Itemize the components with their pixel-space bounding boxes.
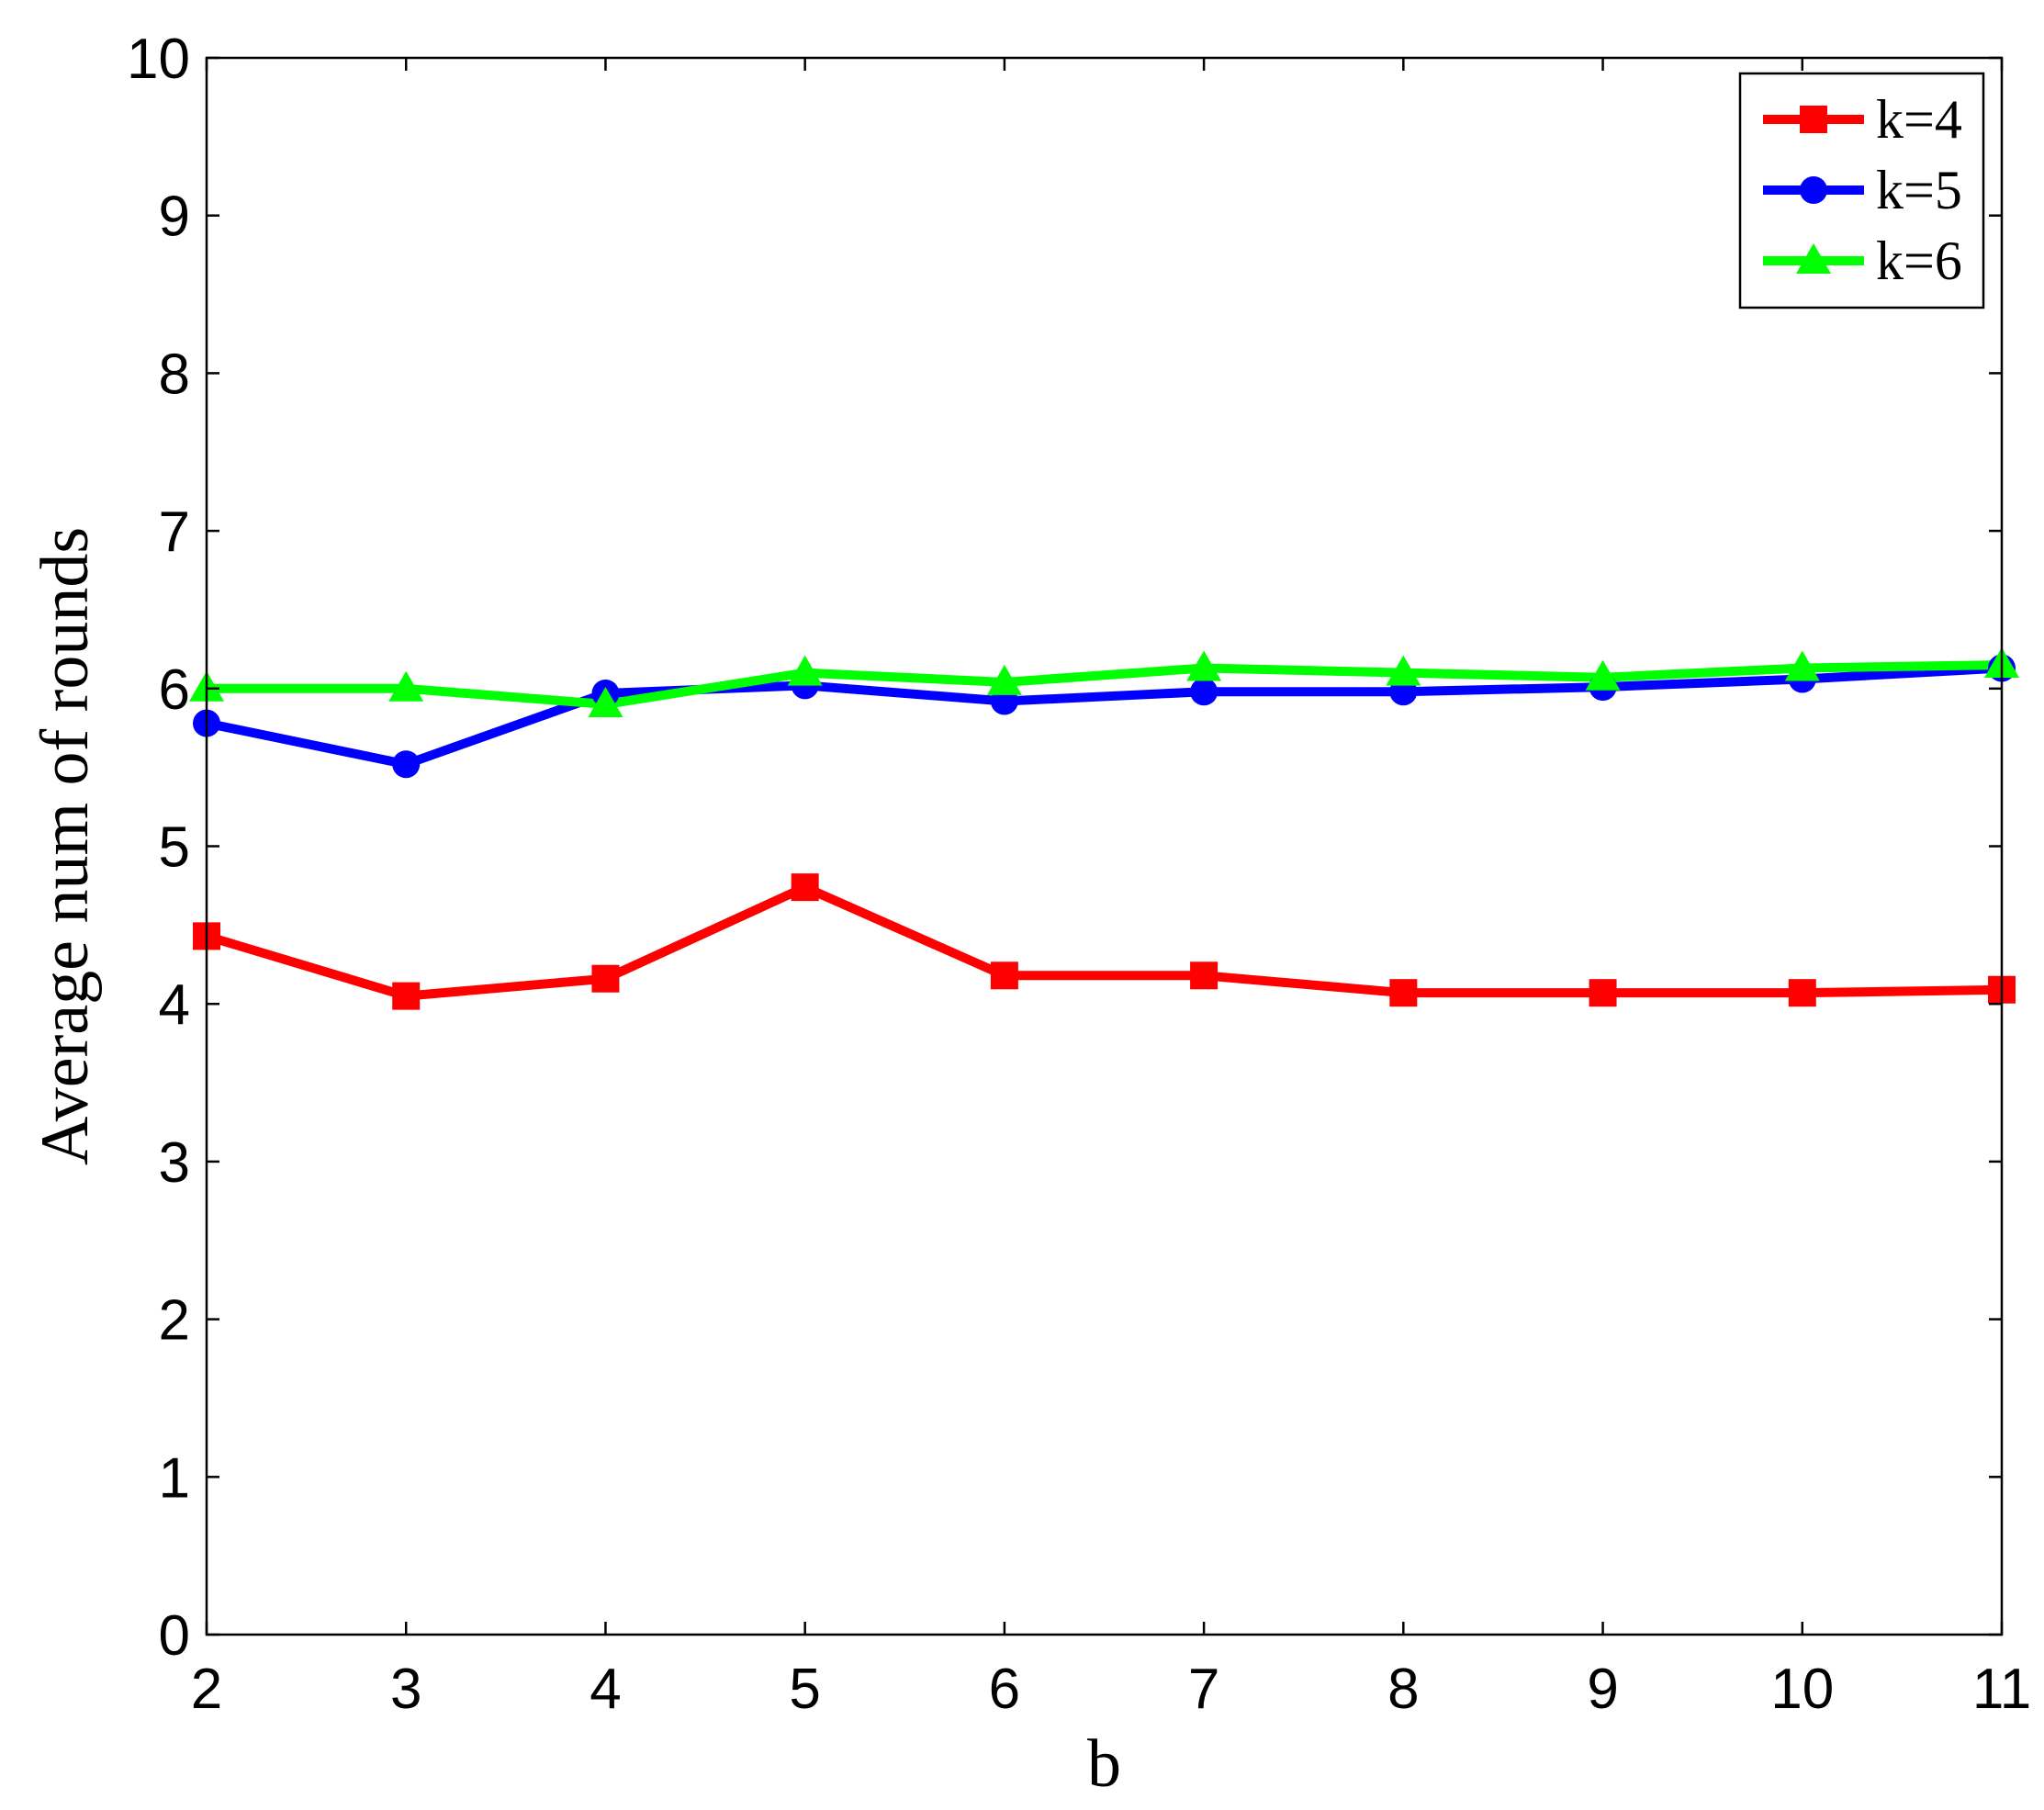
x-tick-label: 10 [1770, 1658, 1834, 1721]
series-line-k6 [202, 660, 2006, 709]
legend-marker-k6 [1796, 243, 1831, 274]
data-point-k5 [392, 750, 421, 779]
x-tick-label: 5 [789, 1658, 820, 1721]
y-tick-label: 7 [159, 500, 190, 564]
y-tick-label: 2 [159, 1289, 190, 1353]
data-point-k6 [1186, 650, 1222, 681]
y-tick-label: 0 [159, 1604, 190, 1668]
x-axis: 2 3 4 5 6 7 8 9 10 11 [191, 58, 2031, 1721]
data-point-k4 [1589, 979, 1617, 1007]
data-point-k4 [990, 961, 1018, 990]
y-tick-label: 4 [159, 973, 190, 1037]
data-point-k6 [1585, 659, 1621, 691]
legend: k=4 k=5 k=6 [1738, 72, 1985, 309]
y-tick-label: 10 [127, 28, 190, 91]
x-axis-title: b [1087, 1726, 1121, 1802]
y-axis: 0 1 2 3 4 5 6 7 8 9 10 [127, 28, 2002, 1668]
y-tick-label: 6 [159, 658, 190, 722]
data-point-k6 [1386, 655, 1421, 686]
x-tick-label: 11 [1972, 1658, 2031, 1721]
data-point-k4 [791, 873, 819, 902]
data-point-k4 [591, 964, 620, 993]
y-tick-label: 5 [159, 816, 190, 880]
legend-marker-k5 [1800, 176, 1827, 204]
data-point-k5 [1190, 678, 1219, 706]
y-tick-label: 1 [159, 1446, 190, 1510]
x-tick-label: 6 [989, 1658, 1020, 1721]
x-tick-label: 3 [390, 1658, 421, 1721]
series-line-k4 [202, 883, 2006, 1001]
x-tick-label: 9 [1587, 1658, 1618, 1721]
data-point-k4 [1190, 961, 1219, 990]
x-tick-label: 4 [590, 1658, 621, 1721]
data-point-k4 [392, 982, 421, 1010]
legend-marker-k4 [1800, 106, 1827, 133]
y-tick-label: 3 [159, 1131, 190, 1195]
data-point-k6 [787, 655, 823, 686]
data-point-k6 [388, 670, 424, 702]
x-tick-label: 8 [1387, 1658, 1419, 1721]
legend-label-k4: k=4 [1876, 89, 1962, 150]
data-point-k6 [1784, 650, 1820, 681]
plot-markers [189, 647, 2019, 1010]
legend-label-k6: k=6 [1876, 230, 1962, 291]
data-point-k6 [588, 686, 623, 717]
plot-lines [202, 660, 2006, 1001]
series-line-k5 [202, 663, 2006, 770]
data-point-k6 [986, 664, 1022, 695]
legend-label-k5: k=5 [1876, 160, 1962, 220]
data-point-k4 [1389, 979, 1418, 1007]
data-point-k4 [1788, 979, 1816, 1007]
x-tick-label: 2 [191, 1658, 222, 1721]
x-tick-label: 7 [1188, 1658, 1219, 1721]
y-axis-title: Average num of rounds [28, 527, 103, 1165]
y-tick-label: 8 [159, 343, 190, 406]
y-tick-label: 9 [159, 185, 190, 249]
